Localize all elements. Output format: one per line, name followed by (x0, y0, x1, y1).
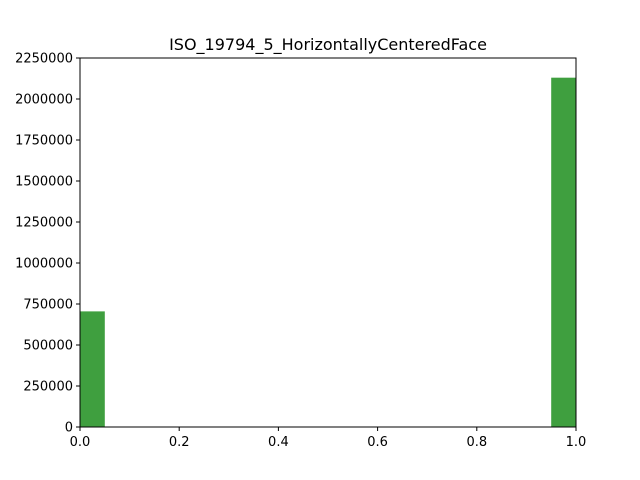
y-tick-label-1: 250000 (23, 380, 73, 395)
y-tick-label-6: 1500000 (15, 175, 73, 190)
x-axis-ticks: 0.0 0.2 0.4 0.6 0.8 1.0 (70, 427, 587, 450)
y-tick-label-2: 500000 (23, 339, 73, 354)
x-tick-label-3: 0.6 (367, 435, 388, 450)
y-tick-label-8: 2000000 (15, 93, 73, 108)
y-tick-label-9: 2250000 (15, 52, 73, 67)
x-tick-label-5: 1.0 (566, 435, 587, 450)
histogram-bar-1 (551, 77, 576, 428)
histogram-bar-0 (80, 311, 105, 427)
x-tick-label-0: 0.0 (70, 435, 91, 450)
y-tick-label-0: 0 (65, 421, 73, 436)
y-tick-label-3: 750000 (23, 298, 73, 313)
x-tick-label-2: 0.4 (268, 435, 289, 450)
x-tick-label-4: 0.8 (466, 435, 487, 450)
plot-area-frame (79, 57, 577, 428)
chart-title: ISO_19794_5_HorizontallyCenteredFace (169, 35, 487, 55)
y-tick-label-5: 1250000 (15, 216, 73, 231)
y-axis-ticks: 0 250000 500000 750000 1000000 1250000 1500000… (15, 52, 80, 436)
y-tick-label-7: 1750000 (15, 134, 73, 149)
bar-group (80, 77, 576, 428)
y-tick-label-4: 1000000 (15, 257, 73, 272)
x-tick-label-1: 0.2 (169, 435, 190, 450)
